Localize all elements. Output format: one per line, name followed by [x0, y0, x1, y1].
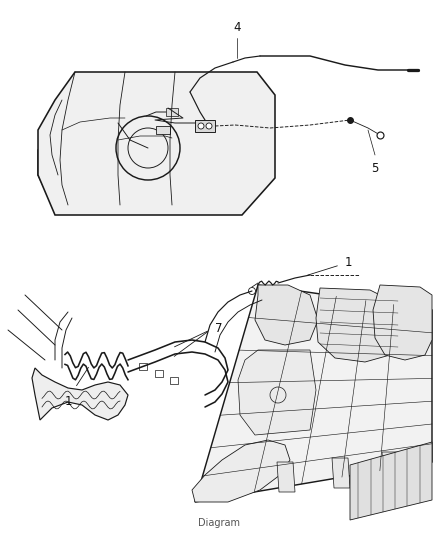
Polygon shape — [316, 288, 398, 362]
Polygon shape — [373, 285, 432, 360]
Text: 5: 5 — [371, 162, 379, 175]
Text: 1: 1 — [64, 395, 72, 408]
Polygon shape — [32, 368, 128, 420]
Polygon shape — [255, 285, 318, 345]
Text: 1: 1 — [345, 256, 353, 270]
Polygon shape — [277, 462, 295, 492]
Polygon shape — [332, 458, 350, 488]
Polygon shape — [38, 72, 275, 215]
Polygon shape — [382, 452, 400, 482]
Text: 7: 7 — [215, 321, 223, 335]
Polygon shape — [38, 128, 270, 210]
Polygon shape — [350, 442, 432, 520]
Polygon shape — [192, 440, 290, 502]
Bar — [139, 363, 148, 370]
Polygon shape — [195, 120, 215, 132]
Text: 4: 4 — [233, 21, 241, 34]
Polygon shape — [166, 108, 178, 116]
Polygon shape — [195, 285, 432, 502]
Polygon shape — [55, 75, 270, 155]
Polygon shape — [238, 350, 316, 435]
Circle shape — [248, 287, 255, 295]
Circle shape — [206, 123, 212, 129]
Bar — [155, 370, 163, 377]
Circle shape — [198, 123, 204, 129]
Polygon shape — [156, 126, 170, 134]
Text: Diagram: Diagram — [198, 518, 240, 528]
Bar — [170, 377, 178, 384]
